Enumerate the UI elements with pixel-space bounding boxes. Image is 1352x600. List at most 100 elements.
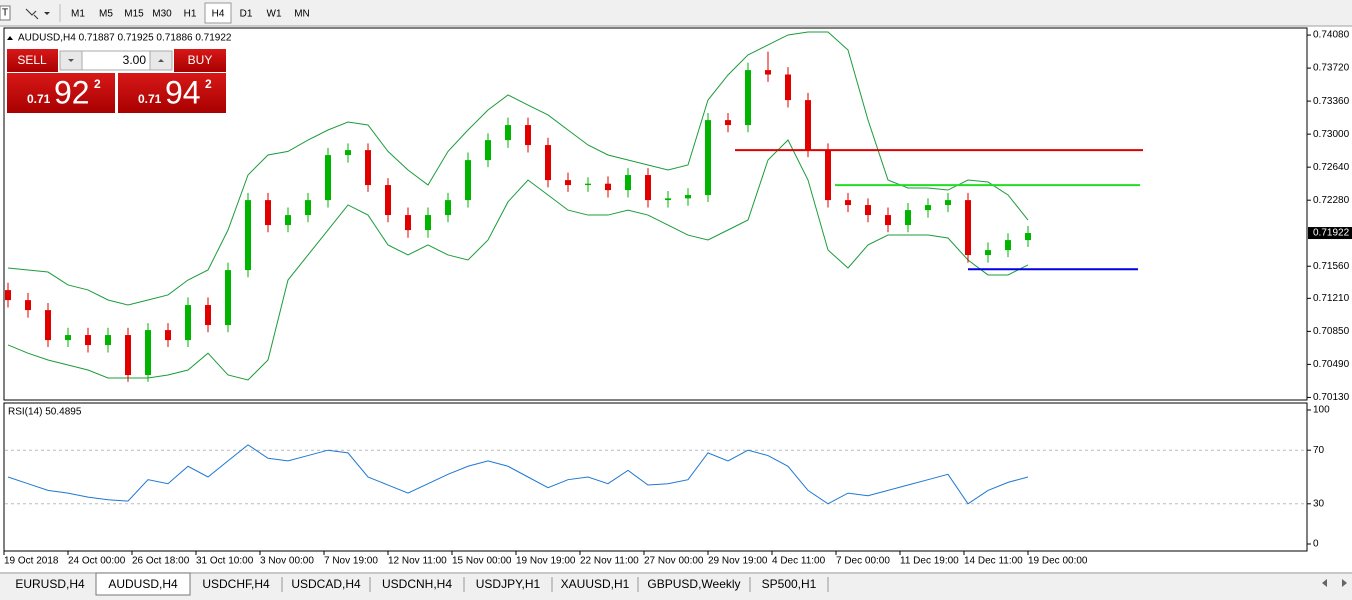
y-tick-label: 0.70850 <box>1313 326 1350 337</box>
y-tick-label: 0.70130 <box>1313 392 1350 403</box>
timeframe-button[interactable]: M30 <box>152 9 172 20</box>
timeframe-button[interactable]: H1 <box>184 9 197 20</box>
tab[interactable]: SP500,H1 <box>762 577 817 591</box>
current-price-box <box>1308 227 1352 240</box>
time-label: 26 Oct 18:00 <box>132 556 190 567</box>
candle-body <box>405 215 411 231</box>
candle-body <box>385 185 391 216</box>
current-price-label: 0.71922 <box>1313 228 1350 239</box>
timeframe-button[interactable]: M15 <box>124 9 144 20</box>
tab[interactable]: USDCAD,H4 <box>291 577 361 591</box>
candle-body <box>865 205 871 216</box>
rsi-line <box>7 444 1029 505</box>
time-label: 12 Nov 11:00 <box>388 556 447 567</box>
tab[interactable]: AUDUSD,H4 <box>108 577 178 591</box>
price-box[interactable] <box>118 73 226 113</box>
timeframe-button[interactable]: W1 <box>267 9 282 20</box>
candle-body <box>345 150 351 156</box>
time-label: 7 Dec 00:00 <box>836 556 890 567</box>
candle-body <box>565 180 571 186</box>
time-label: 29 Nov 19:00 <box>708 556 768 567</box>
bollinger-upper <box>7 31 1029 306</box>
timeframe-selected <box>204 2 232 24</box>
y-tick-label: 0.70490 <box>1313 359 1350 370</box>
y-tick-label: 0.73000 <box>1313 129 1350 140</box>
text-tool-glyph: T <box>2 8 8 19</box>
candle-body <box>145 330 151 376</box>
price-big: 92 <box>54 74 90 110</box>
candle-body <box>245 200 251 271</box>
candle-body <box>545 145 551 181</box>
candle-body <box>185 305 191 341</box>
rsi-frame <box>3 402 1308 552</box>
time-label: 31 Oct 10:00 <box>196 556 254 567</box>
time-label: 19 Nov 19:00 <box>516 556 576 567</box>
price-sup: 2 <box>94 77 101 91</box>
candle-body <box>685 195 691 199</box>
y-tick-label: 0.74080 <box>1313 30 1350 41</box>
candle-body <box>1025 233 1031 241</box>
candle-body <box>765 70 771 75</box>
timeframe-button[interactable]: H4 <box>212 9 225 20</box>
candle-body <box>105 335 111 346</box>
candle-body <box>305 200 311 216</box>
rsi-tick-label: 100 <box>1313 405 1330 416</box>
candle-body <box>25 300 31 311</box>
candle-body <box>965 200 971 256</box>
tab[interactable]: USDCHF,H4 <box>202 577 270 591</box>
candle-body <box>725 120 731 126</box>
candle-body <box>805 100 811 151</box>
lot-down-arrow <box>68 59 74 62</box>
time-label: 4 Dec 11:00 <box>772 556 826 567</box>
candle-body <box>45 310 51 341</box>
rsi-label: RSI(14) 50.4895 <box>8 407 82 418</box>
timeframe-button[interactable]: M5 <box>99 9 113 20</box>
tab-scroll-arrows[interactable] <box>1322 579 1347 587</box>
candle-body <box>225 270 231 326</box>
candle-body <box>205 305 211 326</box>
candle-body <box>905 210 911 226</box>
price-sup: 2 <box>205 77 212 91</box>
candle-body <box>945 200 951 206</box>
y-tick-label: 0.71210 <box>1313 293 1350 304</box>
candle-body <box>665 198 671 201</box>
collapse-arrow[interactable] <box>7 36 13 40</box>
dropdown-arrow[interactable] <box>44 12 50 15</box>
time-label: 7 Nov 19:00 <box>324 556 378 567</box>
lot-value: 3.00 <box>123 53 147 67</box>
candle-body <box>445 200 451 216</box>
tab[interactable]: GBPUSD,Weekly <box>647 577 740 591</box>
candle-body <box>985 250 991 256</box>
tab[interactable]: EURUSD,H4 <box>15 577 85 591</box>
cursor-tool-icon[interactable] <box>25 8 39 20</box>
candle-body <box>1005 240 1011 251</box>
candle-body <box>325 155 331 201</box>
time-label: 15 Nov 00:00 <box>452 556 512 567</box>
candle-body <box>645 175 651 201</box>
timeframe-button[interactable]: MN <box>294 9 310 20</box>
candle-body <box>65 335 71 341</box>
y-tick-label: 0.72640 <box>1313 162 1350 173</box>
y-tick-label: 0.73720 <box>1313 63 1350 74</box>
y-tick-label: 0.71560 <box>1313 261 1350 272</box>
rsi-tick-label: 70 <box>1313 445 1325 456</box>
candle-body <box>605 183 611 191</box>
tab[interactable]: USDCNH,H4 <box>382 577 452 591</box>
tab[interactable]: USDJPY,H1 <box>476 577 541 591</box>
tab[interactable]: XAUUSD,H1 <box>561 577 630 591</box>
candle-body <box>465 160 471 201</box>
price-prefix: 0.71 <box>138 92 162 106</box>
time-label: 14 Dec 11:00 <box>964 556 1023 567</box>
candle-body <box>125 335 131 376</box>
time-label: 19 Oct 2018 <box>4 556 59 567</box>
toolbar <box>0 0 1352 26</box>
time-label: 24 Oct 00:00 <box>68 556 126 567</box>
buy-button[interactable] <box>174 49 226 72</box>
price-box[interactable] <box>7 73 115 113</box>
text-tool-icon[interactable] <box>0 5 11 21</box>
timeframe-button[interactable]: D1 <box>240 9 253 20</box>
sell-button[interactable] <box>7 49 58 72</box>
timeframe-button[interactable]: M1 <box>71 9 85 20</box>
